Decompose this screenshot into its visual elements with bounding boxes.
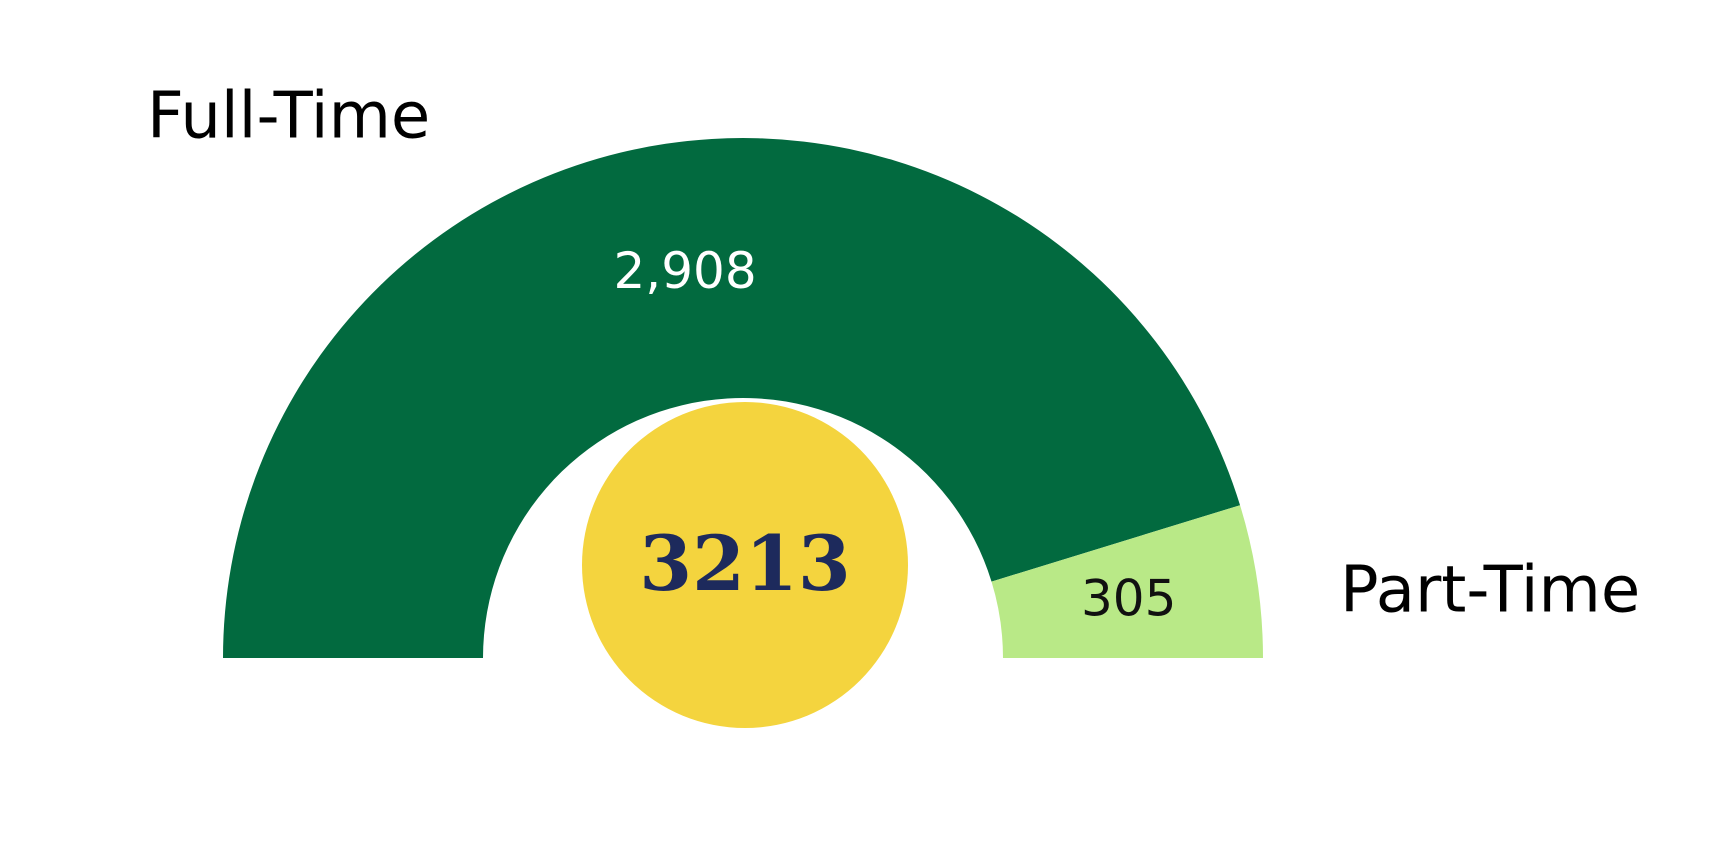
segment	[991, 505, 1263, 658]
value-label: 305	[1081, 570, 1176, 628]
value-label: 2,908	[613, 242, 756, 300]
segment	[223, 137, 1241, 659]
total-label: 3213	[639, 519, 851, 608]
category-label: Part-Time	[1340, 554, 1640, 628]
center-circle	[582, 402, 908, 728]
category-label: Full-Time	[147, 80, 430, 154]
